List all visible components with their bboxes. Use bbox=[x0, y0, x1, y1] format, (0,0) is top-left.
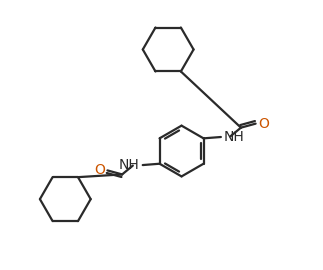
Text: NH: NH bbox=[119, 158, 140, 172]
Text: O: O bbox=[94, 163, 105, 177]
Text: O: O bbox=[258, 117, 269, 131]
Text: NH: NH bbox=[224, 130, 244, 144]
